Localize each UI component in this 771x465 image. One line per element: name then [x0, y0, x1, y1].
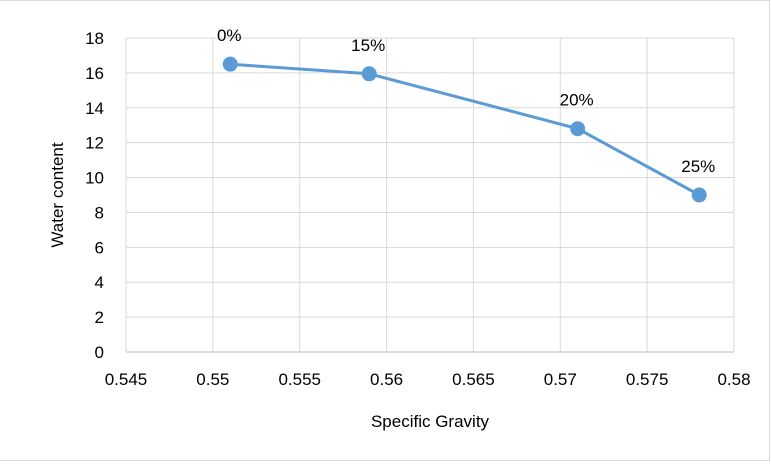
- series-line: [230, 62, 701, 197]
- data-point: [222, 56, 238, 72]
- x-tick-label: 0.56: [370, 370, 403, 389]
- y-tick-label: 4: [95, 273, 104, 292]
- y-tick-label: 0: [95, 343, 104, 362]
- data-label: 25%: [681, 157, 715, 176]
- y-tick-label: 2: [95, 308, 104, 327]
- data-point: [361, 66, 377, 82]
- data-point: [570, 121, 586, 137]
- x-tick-label: 0.545: [105, 370, 148, 389]
- x-tick-labels: 0.545 0.55 0.555 0.56 0.565 0.57 0.575 0.58: [105, 370, 751, 389]
- y-tick-label: 18: [85, 29, 104, 48]
- y-tick-label: 8: [95, 203, 104, 222]
- x-tick-label: 0.57: [544, 370, 577, 389]
- y-axis-title: Water content: [48, 142, 67, 247]
- x-tick-label: 0.565: [452, 370, 495, 389]
- x-tick-label: 0.575: [626, 370, 669, 389]
- x-axis-title: Specific Gravity: [371, 412, 490, 431]
- data-label: 15%: [351, 36, 385, 55]
- x-tick-label: 0.58: [717, 370, 750, 389]
- x-tick-label: 0.55: [196, 370, 229, 389]
- series: [222, 56, 707, 203]
- data-point: [691, 187, 707, 203]
- y-tick-label: 16: [85, 64, 104, 83]
- data-label: 0%: [217, 26, 242, 45]
- gridlines: [125, 37, 735, 352]
- y-tick-label: 6: [95, 238, 104, 257]
- y-tick-label: 14: [85, 99, 104, 118]
- x-tick-label: 0.555: [278, 370, 321, 389]
- y-tick-label: 12: [85, 134, 104, 153]
- y-tick-labels: 0 2 4 6 8 10 12 14 16 18: [85, 29, 104, 362]
- data-label: 20%: [560, 91, 594, 110]
- y-tick-label: 10: [85, 169, 104, 188]
- data-labels: 0% 15% 20% 25%: [217, 26, 715, 176]
